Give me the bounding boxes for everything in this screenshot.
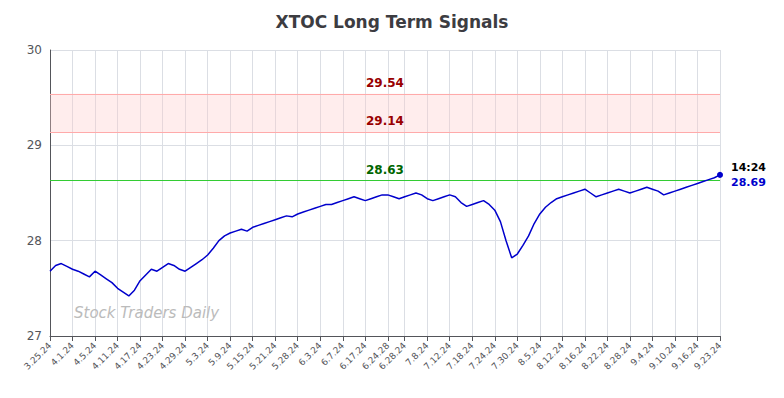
svg-text:5.28.24: 5.28.24	[270, 340, 302, 372]
svg-text:9.16.24: 9.16.24	[669, 340, 701, 372]
svg-text:14:24: 14:24	[731, 161, 766, 174]
svg-text:5.9.24: 5.9.24	[206, 340, 234, 368]
svg-text:28.63: 28.63	[366, 163, 404, 177]
svg-text:4.17.24: 4.17.24	[112, 340, 144, 372]
svg-text:30: 30	[27, 43, 42, 57]
svg-text:9.10.24: 9.10.24	[647, 340, 679, 372]
svg-text:9.23.24: 9.23.24	[692, 340, 724, 372]
svg-text:XTOC Long Term Signals: XTOC Long Term Signals	[276, 12, 509, 32]
svg-text:4.29.24: 4.29.24	[157, 340, 189, 372]
svg-text:4.1.24: 4.1.24	[49, 340, 76, 367]
svg-text:5.3.24: 5.3.24	[184, 340, 211, 367]
svg-text:28.69: 28.69	[731, 176, 766, 189]
svg-text:8.22.24: 8.22.24	[579, 340, 611, 372]
svg-text:8.5.24: 8.5.24	[516, 340, 544, 368]
svg-text:5.21.24: 5.21.24	[247, 340, 279, 372]
svg-text:4.11.24: 4.11.24	[89, 340, 122, 372]
svg-text:27: 27	[27, 329, 42, 343]
svg-text:6.7.24: 6.7.24	[319, 340, 347, 368]
svg-text:8.12.24: 8.12.24	[534, 340, 566, 372]
svg-text:8.16.24: 8.16.24	[557, 340, 589, 372]
svg-text:29.54: 29.54	[366, 76, 404, 90]
svg-text:4.5.24: 4.5.24	[71, 340, 99, 368]
svg-text:6.3.24: 6.3.24	[297, 340, 324, 367]
svg-text:7.24.24: 7.24.24	[467, 340, 499, 372]
svg-text:7.8.24: 7.8.24	[403, 340, 431, 368]
svg-text:4.23.24: 4.23.24	[134, 340, 167, 372]
svg-text:6.17.24: 6.17.24	[337, 340, 369, 372]
svg-text:9.4.24: 9.4.24	[628, 340, 656, 368]
svg-text:8.28.24: 8.28.24	[602, 340, 634, 372]
svg-text:7.30.24: 7.30.24	[490, 340, 522, 372]
svg-text:6.24.28: 6.24.28	[360, 340, 392, 372]
svg-text:Stock Traders Daily: Stock Traders Daily	[74, 304, 220, 322]
svg-text:28: 28	[27, 234, 42, 248]
svg-text:7.12.24: 7.12.24	[422, 340, 454, 372]
svg-text:6.28.24: 6.28.24	[377, 340, 409, 372]
svg-text:7.18.24: 7.18.24	[444, 340, 476, 372]
svg-text:29.14: 29.14	[366, 114, 404, 128]
svg-text:29: 29	[27, 138, 42, 152]
svg-text:5.15.24: 5.15.24	[224, 340, 257, 372]
svg-text:3.25.24: 3.25.24	[22, 340, 54, 372]
